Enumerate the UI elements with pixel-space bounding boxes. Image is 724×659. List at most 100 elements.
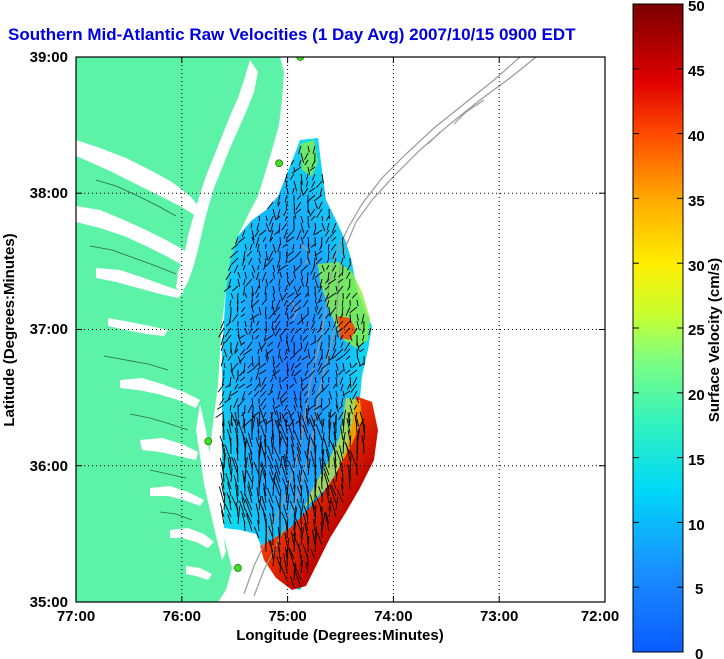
colorbar-tick-label: 15 [688,452,705,469]
velocity-vector [253,526,260,539]
velocity-vector [300,404,303,412]
velocity-vector [220,472,225,490]
velocity-vector [319,187,323,196]
velocity-vector [357,341,365,349]
velocity-vector [308,355,316,365]
velocity-vector [310,320,316,330]
velocity-vector [300,465,303,476]
velocity-vector [279,423,288,441]
velocity-vector [260,397,267,407]
velocity-vector [272,369,281,377]
velocity-vector [356,313,359,321]
velocity-vector [296,446,302,462]
velocity-vector [279,383,282,390]
velocity-vector [335,369,338,378]
velocity-vector [293,208,297,219]
velocity-vector [313,404,323,411]
velocity-vector [342,409,347,427]
velocity-vector [229,299,232,307]
velocity-vector [237,421,246,441]
velocity-vector [346,383,351,390]
velocity-vector [244,418,253,426]
velocity-vector [278,285,281,292]
velocity-vector [265,250,269,261]
velocity-vector [335,285,338,292]
velocity-vector [234,383,239,390]
velocity-vector [307,257,311,265]
velocity-vector [241,390,246,401]
velocity-vector [284,419,288,434]
velocity-vector [274,404,281,409]
velocity-vector [332,264,337,272]
velocity-vector [302,334,309,342]
velocity-vector [300,187,304,196]
velocity-vector [310,341,316,346]
velocity-vector [313,229,316,236]
velocity-vector [293,457,296,469]
velocity-vector [293,264,296,271]
velocity-field-warm-east [318,262,370,348]
velocity-vector [329,306,337,316]
velocity-vector [288,292,295,298]
velocity-vector [349,369,358,377]
velocity-vector [284,173,288,183]
velocity-vector [321,404,330,411]
velocity-vector [306,362,309,369]
velocity-vector [237,236,246,244]
velocity-vector [300,313,304,324]
velocity-vector [328,208,330,220]
velocity-vector [256,320,260,326]
velocity-vector [271,299,274,310]
velocity-vector [275,362,281,369]
velocity-vector [222,413,225,427]
velocity-vector [223,362,226,369]
velocity-vector [245,278,253,287]
velocity-vector [356,299,359,306]
velocity-vector [219,397,225,406]
velocity-vector [296,442,302,455]
velocity-vector [235,376,239,383]
velocity-vector [278,547,281,560]
velocity-vector [323,327,330,335]
velocity-vector [234,348,239,354]
chesapeake-bay [76,60,258,580]
velocity-vector [334,299,337,306]
velocity-vector [339,334,344,341]
colorbar-tick-label: 40 [688,128,705,145]
velocity-vector [289,548,295,560]
velocity-vector [260,383,267,393]
velocity-vector [242,432,246,448]
velocity-vector [318,369,323,375]
velocity-vector [255,271,260,280]
velocity-vector [300,341,303,350]
colorbar-tick-label: 5 [695,581,703,598]
velocity-vector [300,215,304,224]
velocity-vector [302,469,309,483]
velocity-vector [261,299,267,306]
hf-radar-stations [204,57,305,572]
velocity-vector [285,306,288,315]
velocity-vector [346,417,351,434]
velocity-vector [341,418,344,426]
velocity-vector [228,495,232,511]
velocity-vector [290,576,295,588]
velocity-vector [300,236,304,245]
velocity-vector [227,481,232,497]
velocity-vector [256,417,260,434]
x-tick-label: 76:00 [163,608,201,625]
velocity-vector [275,418,281,423]
velocity-vector [274,313,281,324]
velocity-vector [321,362,330,370]
velocity-vector [247,404,253,414]
velocity-vector [285,257,288,264]
velocity-vector [311,383,316,392]
velocity-vector [290,334,295,343]
velocity-vector [316,412,323,427]
velocity-vector [329,355,337,361]
velocity-vector [248,257,253,265]
velocity-vector [281,292,288,301]
velocity-vector [251,229,255,241]
velocity-vector [337,278,344,284]
velocity-vector [306,534,309,546]
velocity-vector [279,334,283,342]
